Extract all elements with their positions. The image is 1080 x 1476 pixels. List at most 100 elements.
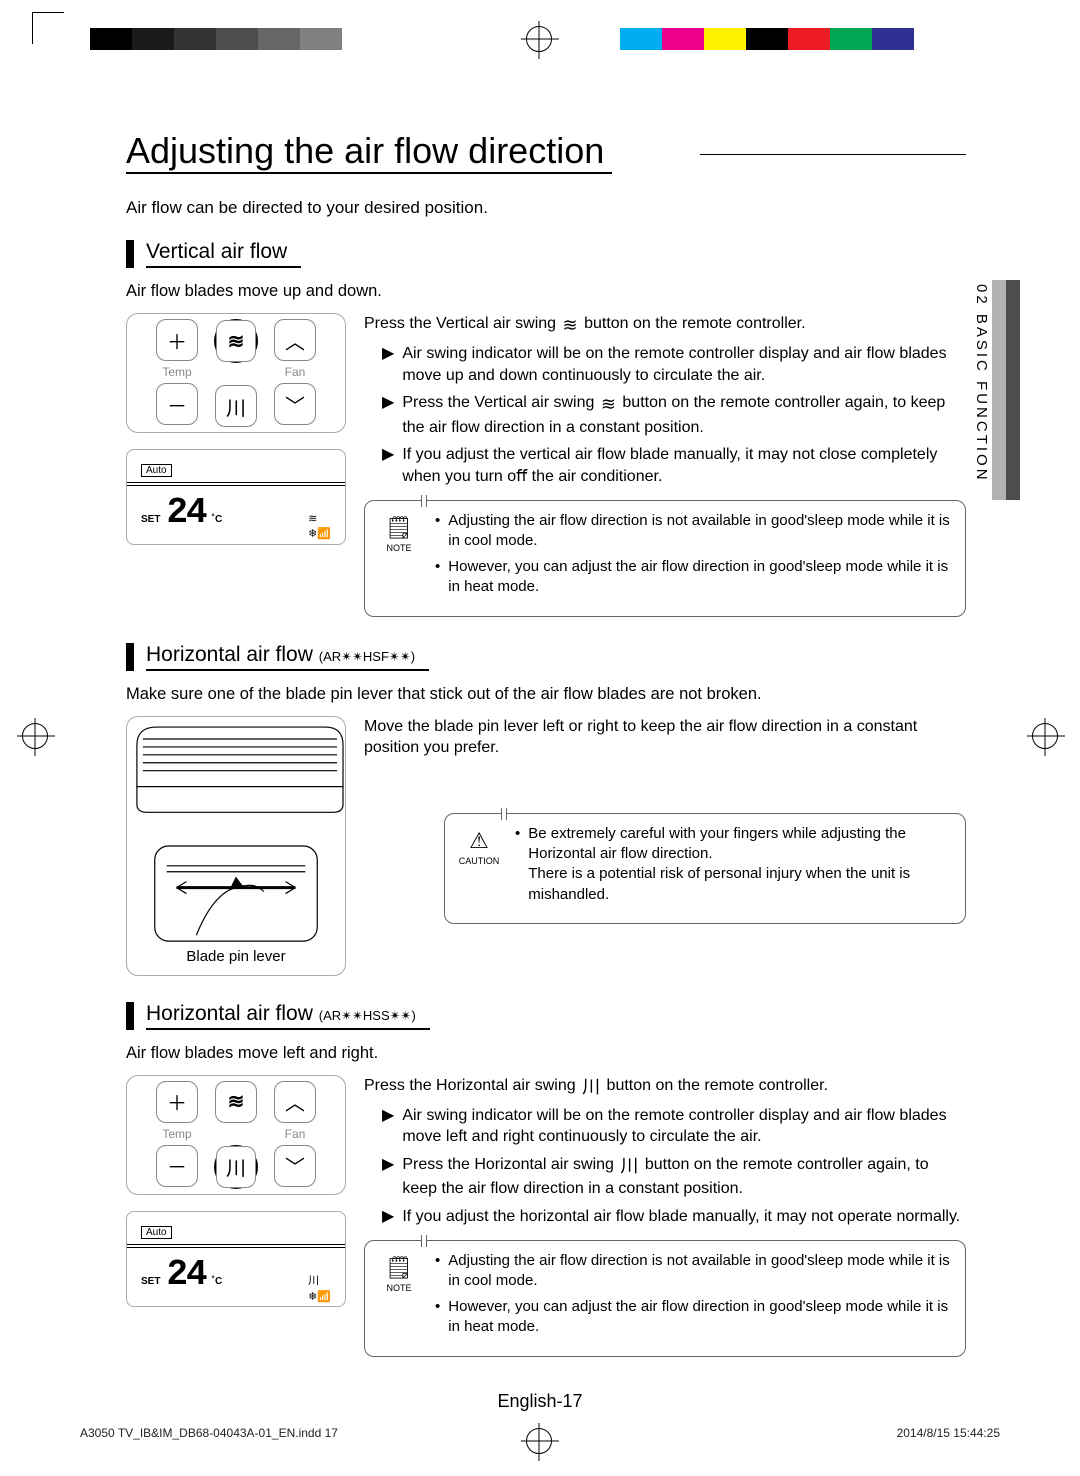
illustration-caption: Blade pin lever: [127, 948, 345, 965]
model-code: (AR✴✴HSF✴✴): [319, 649, 415, 664]
horizontal-manual-lead: Move the blade pin lever left or right t…: [364, 716, 966, 759]
footer-file: A3050 TV_IB&IM_DB68-04043A-01_EN.indd 17: [80, 1426, 338, 1440]
display-auto: Auto: [141, 1226, 172, 1239]
display-status-icons: ❄📶: [308, 527, 331, 540]
vertical-swing-button: ≋: [214, 319, 258, 363]
registration-mark: [526, 26, 552, 52]
vertical-swing-button: ≋: [215, 1081, 257, 1123]
colorbar-swatch: [830, 28, 872, 50]
list-item: ▶ Air swing indicator will be on the rem…: [382, 1105, 966, 1148]
bullet-icon: ▶: [382, 1206, 394, 1228]
colorbar-swatch: [620, 28, 662, 50]
list-item: ▶ If you adjust the horizontal air ﬂow b…: [382, 1206, 966, 1228]
fan-label: Fan: [285, 365, 306, 379]
ac-unit-illustration: Blade pin lever: [126, 716, 346, 976]
caution-text: Be extremely careful with your fingers w…: [528, 825, 906, 862]
note-callout: 🗒 NOTE •Adjusting the air flow direction…: [364, 500, 966, 617]
temp-label: Temp: [162, 1127, 191, 1141]
chapter-tab: 02 BASIC FUNCTION: [971, 280, 1020, 500]
bullet-icon: ▶: [382, 1105, 394, 1148]
intro-text: Air ﬂow can be directed to your desired …: [126, 198, 966, 218]
remote-display-illustration: Auto SET 24 ˚C ≋ ❄📶: [126, 449, 346, 545]
list-item: ▶ If you adjust the vertical air ﬂow bla…: [382, 444, 966, 487]
remote-display-illustration: Auto SET 24 ˚C 川 ❄📶: [126, 1211, 346, 1307]
title-rule: [700, 154, 966, 155]
horizontal-swing-button: 川: [214, 1145, 258, 1189]
display-status-icons: ❄📶: [308, 1290, 331, 1303]
temp-down-button: －: [156, 1145, 198, 1187]
section-marker: [126, 240, 134, 268]
list-item: ▶ Press the Horizontal air swing 川 butto…: [382, 1154, 966, 1200]
display-set: SET: [141, 514, 160, 525]
section-sub: Make sure one of the blade pin lever tha…: [126, 685, 966, 704]
display-temp: 24: [166, 1254, 205, 1295]
section-heading: Horizontal air ﬂow (AR✴✴HSF✴✴): [146, 643, 429, 671]
horizontal-swing-icon: 川: [582, 1075, 600, 1099]
list-item: ▶ Air swing indicator will be on the rem…: [382, 343, 966, 386]
section-marker: [126, 643, 134, 671]
horizontal-swing-icon: 川: [620, 1154, 638, 1178]
remote-illustration: ＋ Temp － ≋ 川 ︿ Fan ﹀: [126, 1075, 346, 1195]
section-marker: [126, 1002, 134, 1030]
note-text: Adjusting the air flow direction is not …: [448, 1251, 951, 1292]
page-title: Adjusting the air ﬂow direction: [126, 130, 612, 174]
section-sub: Air ﬂow blades move up and down.: [126, 282, 966, 301]
colorbar-swatch: [132, 28, 174, 50]
model-code: (AR✴✴HSS✴✴): [319, 1008, 416, 1023]
section-horizontal-manual: Horizontal air ﬂow (AR✴✴HSF✴✴): [126, 643, 966, 671]
horizontal-swing-button: 川: [215, 385, 257, 427]
temp-down-button: －: [156, 383, 198, 425]
temp-up-button: ＋: [156, 1081, 198, 1123]
vertical-swing-icon: ≋: [563, 313, 578, 337]
remote-illustration: ＋ Temp － ≋ 川 ︿ Fan ﹀: [126, 313, 346, 433]
display-unit: ˚C: [212, 514, 223, 525]
list-item: ▶ Press the Vertical air swing ≋ button …: [382, 392, 966, 438]
vertical-swing-icon: ≋: [216, 320, 256, 362]
chapter-label: 02 BASIC FUNCTION: [971, 280, 992, 500]
footer-timestamp: 2014/8/15 15:44:25: [897, 1426, 1000, 1440]
note-text: However, you can adjust the air flow dir…: [448, 557, 951, 598]
fan-down-button: ﹀: [274, 1145, 316, 1187]
colorbar-swatch: [788, 28, 830, 50]
display-temp: 24: [166, 492, 205, 533]
note-icon: 🗒: [377, 513, 421, 543]
caution-label: CAUTION: [459, 856, 500, 866]
colorbar-swatch: [342, 28, 384, 50]
vertical-swing-icon: ≋: [601, 392, 616, 416]
bullet-icon: ▶: [382, 444, 394, 487]
fan-down-button: ﹀: [274, 383, 316, 425]
temp-up-button: ＋: [156, 319, 198, 361]
note-label: NOTE: [386, 543, 411, 553]
caution-text: There is a potential risk of personal in…: [528, 865, 910, 902]
note-text: Adjusting the air flow direction is not …: [448, 511, 951, 552]
page-content: Adjusting the air ﬂow direction Air ﬂow …: [126, 130, 966, 1357]
colorbar-swatch: [90, 28, 132, 50]
colorbar-swatch: [914, 28, 956, 50]
colorbar-swatch: [872, 28, 914, 50]
horizontal-swing-icon: 川: [216, 1146, 256, 1188]
display-auto: Auto: [141, 464, 172, 477]
colorbar-swatch: [300, 28, 342, 50]
vertical-lead: Press the Vertical air swing ≋ button on…: [364, 313, 966, 337]
fan-up-button: ︿: [274, 319, 316, 361]
fan-up-button: ︿: [274, 1081, 316, 1123]
display-hswing-icon: 川: [308, 1272, 331, 1288]
temp-label: Temp: [162, 365, 191, 379]
registration-mark: [1032, 723, 1058, 749]
fan-label: Fan: [285, 1127, 306, 1141]
bullet-icon: ▶: [382, 392, 394, 438]
page-number: English-17: [0, 1391, 1080, 1412]
colorbar-swatch: [704, 28, 746, 50]
note-text: However, you can adjust the air flow dir…: [448, 1297, 951, 1338]
display-vswing-icon: ≋: [308, 512, 331, 525]
caution-callout: ⚠ CAUTION • Be extremely careful with yo…: [444, 813, 966, 924]
horizontal-lead: Press the Horizontal air swing 川 button …: [364, 1075, 966, 1099]
section-vertical: Vertical air ﬂow: [126, 240, 966, 268]
colorbar-swatch: [216, 28, 258, 50]
section-sub: Air ﬂow blades move left and right.: [126, 1044, 966, 1063]
registration-mark: [22, 723, 48, 749]
crop-mark: [32, 12, 64, 44]
section-heading: Horizontal air ﬂow (AR✴✴HSS✴✴): [146, 1002, 430, 1030]
section-heading: Vertical air ﬂow: [146, 240, 301, 268]
display-set: SET: [141, 1276, 160, 1287]
